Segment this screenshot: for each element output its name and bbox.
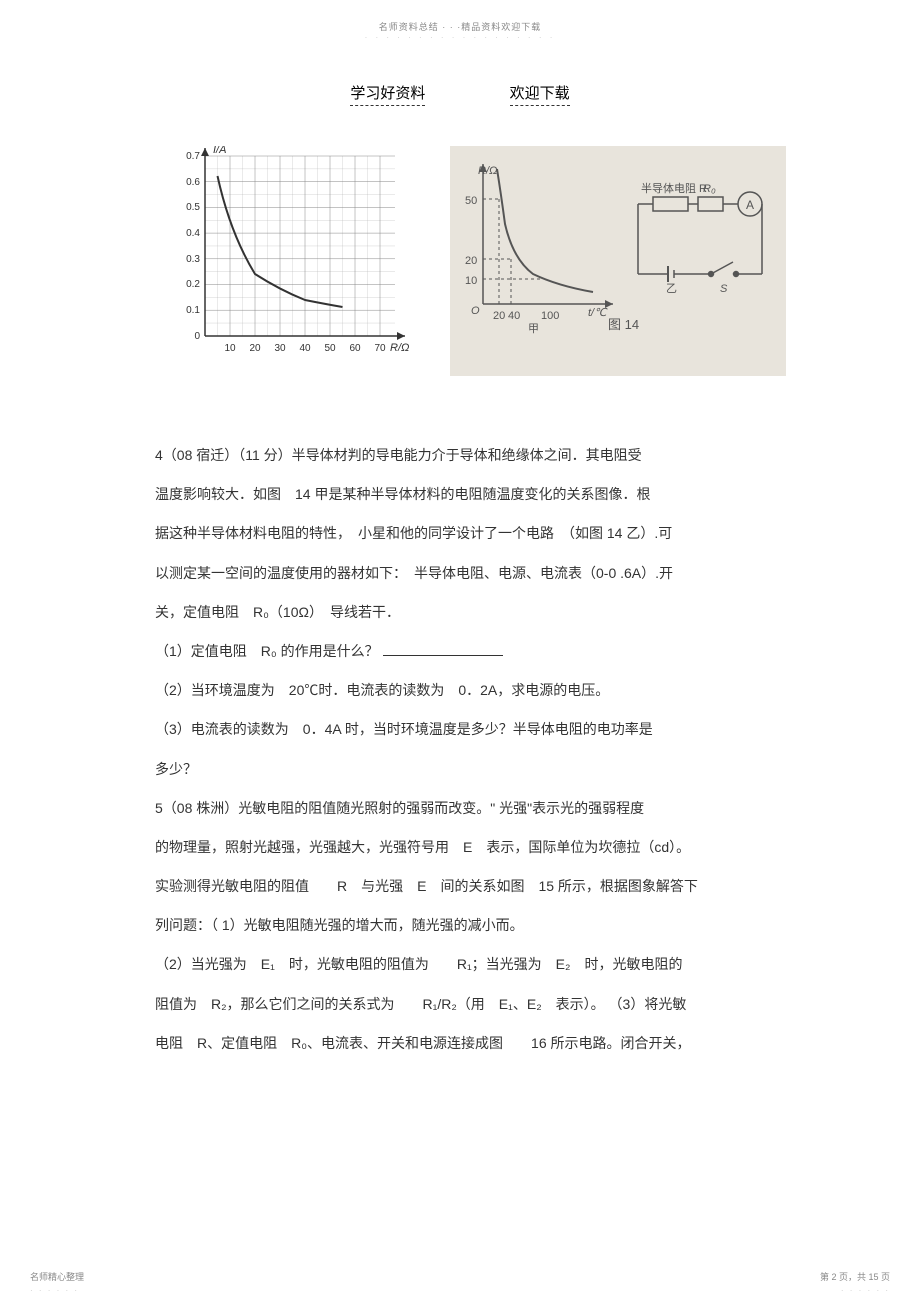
title-row: 学习好资料 欢迎下载 <box>0 82 920 106</box>
svg-text:0.1: 0.1 <box>186 305 200 316</box>
p5-line2: 实验测得光敏电阻的阻值 R 与光强 E 间的关系如图 15 所示，根据图象解答下 <box>155 867 765 906</box>
footer-dots-left: · · · · · · <box>30 1286 79 1295</box>
svg-text:100: 100 <box>541 310 559 322</box>
svg-text:20: 20 <box>465 255 477 267</box>
svg-text:t/℃: t/℃ <box>588 307 608 319</box>
svg-text:甲: 甲 <box>528 323 539 334</box>
figures-row: 0 0.1 0.2 0.3 0.4 0.5 0.6 0.7 10 20 30 4… <box>170 146 920 376</box>
svg-text:20: 20 <box>249 343 261 354</box>
svg-text:0.4: 0.4 <box>186 228 200 239</box>
svg-text:A: A <box>746 198 754 212</box>
svg-text:50: 50 <box>324 343 336 354</box>
svg-text:R₀: R₀ <box>703 183 716 195</box>
svg-text:0.5: 0.5 <box>186 202 200 213</box>
svg-text:图 14: 图 14 <box>608 317 639 332</box>
svg-text:40: 40 <box>299 343 311 354</box>
p5-line5: 阻值为 R₂，那么它们之间的关系式为 R₁/R₂（用 E₁、E₂ 表示）。 （3… <box>155 985 765 1024</box>
chart-current-resistance: 0 0.1 0.2 0.3 0.4 0.5 0.6 0.7 10 20 30 4… <box>170 146 420 376</box>
p5-line4: （2）当光强为 E₁ 时，光敏电阻的阻值为 R₁；当光强为 E₂ 时，光敏电阻的 <box>155 945 765 984</box>
svg-text:半导体电阻 R: 半导体电阻 R <box>641 181 707 195</box>
header-top-text: 名师资料总结 · · ·精品资料欢迎下载 <box>0 0 920 33</box>
svg-text:10: 10 <box>224 343 236 354</box>
p5-line1a: 5（08 株洲）光敏电阻的阻值随光照射的强弱而改变。" 光强"表示光的强弱程度 <box>155 789 765 828</box>
svg-text:40: 40 <box>508 310 520 322</box>
body-content: 4（08 宿迁）（11 分）半导体材判的导电能力介于导体和绝缘体之间．其电阻受 … <box>155 436 765 1063</box>
p4-q1: （1）定值电阻 R₀ 的作用是什么？ <box>155 632 765 671</box>
p4-q3b: 多少？ <box>155 750 765 789</box>
title-left: 学习好资料 <box>350 82 425 106</box>
svg-text:S: S <box>720 283 728 295</box>
svg-text:R/Ω: R/Ω <box>478 165 497 177</box>
p5-line6: 电阻 R、定值电阻 R₀、电流表、开关和电源连接成图 16 所示电路。闭合开关， <box>155 1024 765 1063</box>
p5-line3: 列问题：（ 1）光敏电阻随光强的增大而，随光强的减小而。 <box>155 906 765 945</box>
p4-line5: 关，定值电阻 R₀（10Ω） 导线若干． <box>155 593 765 632</box>
header-dots: · · · · · · · · · · · · · · · · · · <box>0 33 920 42</box>
svg-text:0.7: 0.7 <box>186 151 200 162</box>
svg-text:0.3: 0.3 <box>186 254 200 265</box>
svg-text:O: O <box>471 305 480 317</box>
svg-text:0: 0 <box>194 331 200 342</box>
p4-line3: 据这种半导体材料电阻的特性， 小星和他的同学设计了一个电路 （如图 14 乙）.… <box>155 514 765 553</box>
svg-text:70: 70 <box>374 343 386 354</box>
title-right: 欢迎下载 <box>510 82 570 106</box>
chart-temperature-circuit: 50 20 10 O 20 40 100 t/℃ R/Ω 甲 <box>450 146 786 376</box>
footer-dots-right: · · · · · · <box>841 1286 890 1295</box>
svg-text:乙: 乙 <box>666 282 677 295</box>
svg-text:10: 10 <box>465 275 477 287</box>
p4-line1: 4（08 宿迁）（11 分）半导体材判的导电能力介于导体和绝缘体之间．其电阻受 <box>155 436 765 475</box>
p4-q2: （2）当环境温度为 20℃时．电流表的读数为 0．2A，求电源的电压。 <box>155 671 765 710</box>
svg-text:0.2: 0.2 <box>186 279 200 290</box>
svg-text:I/A: I/A <box>213 146 226 156</box>
svg-text:0.6: 0.6 <box>186 177 200 188</box>
svg-text:20: 20 <box>493 310 505 322</box>
p4-line4: 以测定某一空间的温度使用的器材如下： 半导体电阻、电源、电流表（0-0 .6A）… <box>155 554 765 593</box>
footer-left: 名师精心整理 <box>30 1270 84 1283</box>
p4-q3a: （3）电流表的读数为 0．4A 时，当时环境温度是多少？半导体电阻的电功率是 <box>155 710 765 749</box>
svg-text:60: 60 <box>349 343 361 354</box>
svg-text:R/Ω: R/Ω <box>390 342 409 354</box>
p5-line1b: 的物理量，照射光越强，光强越大，光强符号用 E 表示，国际单位为坎德拉（cd）。 <box>155 828 765 867</box>
footer-right: 第 2 页，共 15 页 <box>820 1270 890 1283</box>
svg-text:50: 50 <box>465 195 477 207</box>
svg-text:30: 30 <box>274 343 286 354</box>
p4-line2: 温度影响较大．如图 14 甲是某种半导体材料的电阻随温度变化的关系图像．根 <box>155 475 765 514</box>
